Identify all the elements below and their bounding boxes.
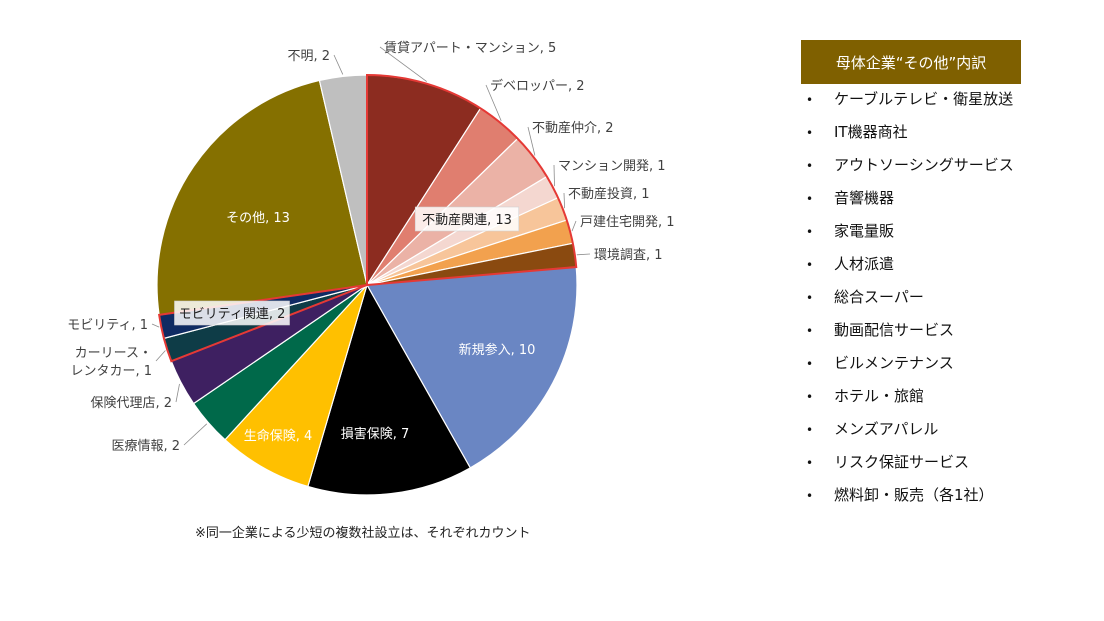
leader-line [527, 126, 536, 156]
list-item: • ホテル・旅館 [806, 383, 1014, 416]
list-item-label: 家電量販 [834, 222, 895, 240]
slice-label: カーリース・レンタカー, 1 [70, 346, 152, 379]
footnote: ※同一企業による少短の複数社設立は、それぞれカウント [195, 526, 531, 541]
slice-label: 環境調査, 1 [594, 248, 663, 263]
bullet-icon: • [806, 489, 814, 503]
group-label: モビリティ関連, 2 [179, 307, 286, 322]
group-label-box [174, 300, 290, 326]
bullet-icon: • [806, 324, 814, 338]
slice-label: マンション開発, 1 [558, 159, 666, 174]
leader-line [155, 350, 166, 362]
leader-line [183, 423, 208, 446]
other-breakdown-title: 母体企業“その他”内訳 [801, 40, 1021, 84]
pie-slice [156, 79, 368, 316]
slice-label: デベロッパー, 2 [490, 78, 585, 94]
list-item-label: ホテル・旅館 [834, 387, 925, 405]
bullet-icon: • [806, 93, 814, 107]
list-item-label: アウトソーシングサービス [834, 156, 1014, 174]
slice-label: 保険代理店, 2 [90, 396, 172, 411]
leader-line [485, 84, 502, 122]
list-item-label: ビルメンテナンス [834, 354, 954, 372]
pie-slice [366, 266, 578, 469]
other-breakdown-list: • ケーブルテレビ・衛星放送 • IT機器商社 • アウトソーシングサービス • 音響機器 • 家… [806, 86, 1014, 515]
leader-line [151, 323, 160, 328]
list-item-label: 燃料卸・販売（各1社） [834, 486, 994, 504]
list-item: • ケーブルテレビ・衛星放送 [806, 86, 1014, 119]
list-item-label: 人材派遣 [834, 255, 895, 273]
list-item: • ビルメンテナンス [806, 350, 1014, 383]
list-item-label: リスク保証サービス [834, 453, 970, 471]
leader-line [333, 54, 344, 75]
leader-line [563, 192, 565, 209]
list-item: • 総合スーパー [806, 284, 1014, 317]
bullet-icon: • [806, 159, 814, 173]
bullet-icon: • [806, 192, 814, 206]
list-item: • 人材派遣 [806, 251, 1014, 284]
list-item: • リスク保証サービス [806, 449, 1014, 482]
bullet-icon: • [806, 456, 814, 470]
list-item-label: 音響機器 [834, 189, 895, 207]
bullet-icon: • [806, 291, 814, 305]
slice-label: 生命保険, 4 [244, 428, 313, 444]
list-item: • 家電量販 [806, 218, 1014, 251]
slice-label: 不動産仲介, 2 [532, 120, 614, 136]
list-item: • 燃料卸・販売（各1社） [806, 482, 1014, 515]
group-label: 不動産関連, 13 [422, 212, 512, 228]
bullet-icon: • [806, 258, 814, 272]
pie-slice [307, 283, 472, 496]
bullet-icon: • [806, 390, 814, 404]
list-item: • IT機器商社 [806, 119, 1014, 152]
slice-label: 賃貸アパート・マンション, 5 [384, 40, 556, 56]
bullet-icon: • [806, 357, 814, 371]
slice-label: 損害保険, 7 [341, 426, 410, 442]
slice-label: 新規参入, 10 [459, 342, 536, 358]
leader-line [175, 383, 180, 403]
slice-label: 戸建住宅開発, 1 [580, 215, 675, 230]
bullet-icon: • [806, 225, 814, 239]
list-item: • 動画配信サービス [806, 317, 1014, 350]
slice-label: 不明, 2 [287, 49, 330, 64]
list-item: • アウトソーシングサービス [806, 152, 1014, 185]
slice-label: 医療情報, 2 [111, 439, 180, 454]
leader-line [553, 164, 555, 187]
bullet-icon: • [806, 423, 814, 437]
leader-line [576, 253, 591, 256]
slice-label: その他, 13 [226, 211, 290, 226]
group-label-box [414, 206, 520, 232]
list-item: • メンズアパレル [806, 416, 1014, 449]
group-outline [158, 284, 368, 363]
slice-label: 不動産投資, 1 [568, 186, 650, 202]
bullet-icon: • [806, 126, 814, 140]
list-item-label: IT機器商社 [834, 123, 908, 141]
list-item-label: 動画配信サービス [834, 321, 955, 339]
list-item-label: ケーブルテレビ・衛星放送 [834, 90, 1014, 108]
leader-line [379, 46, 427, 82]
leader-line [571, 220, 577, 232]
slice-label: モビリティ, 1 [67, 318, 148, 333]
list-item: • 音響機器 [806, 185, 1014, 218]
list-item-label: メンズアパレル [834, 420, 939, 438]
group-outline [366, 73, 578, 287]
pie-chart: 賃貸アパート・マンション, 5 デベロッパー, 2 不動産仲介, 2 マンション開発,… [67, 40, 675, 496]
list-item-label: 総合スーパー [834, 288, 924, 306]
